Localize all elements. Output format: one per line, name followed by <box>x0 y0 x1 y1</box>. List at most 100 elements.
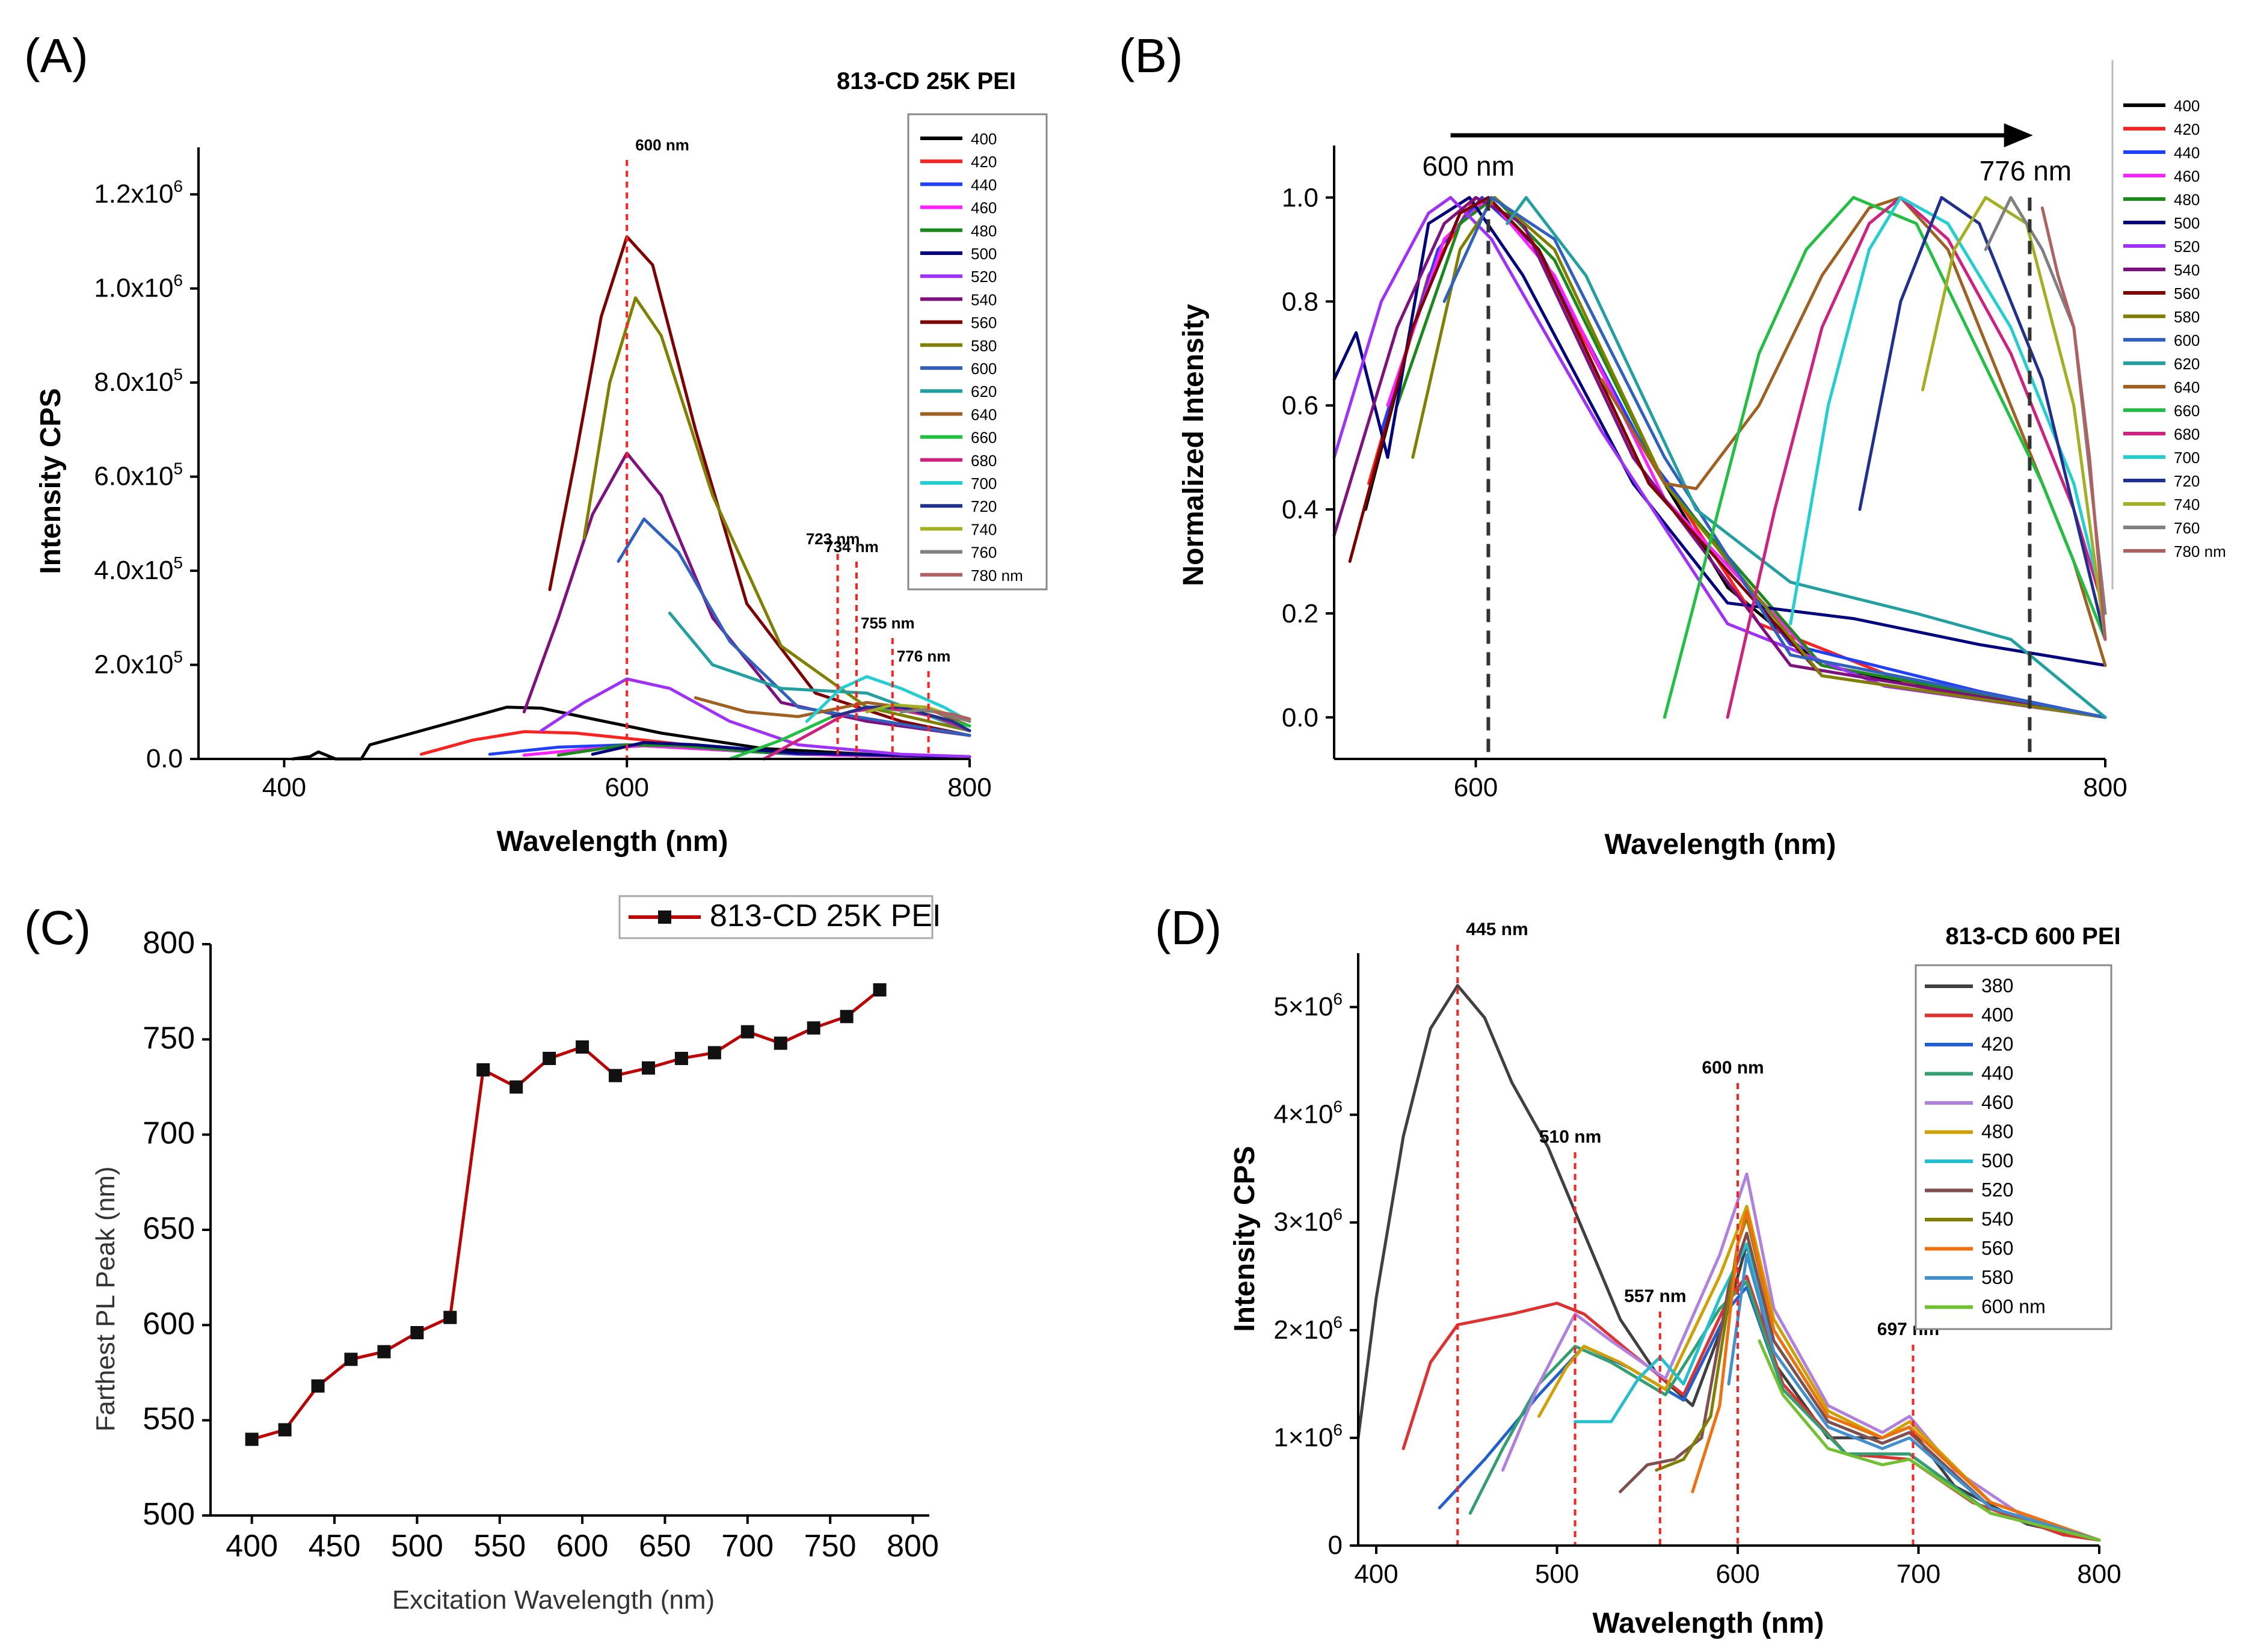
panel-a-ytick-label-base: 6.0x10 <box>94 462 173 491</box>
panel-c-ytick-label: 750 <box>143 1021 195 1055</box>
panel-b-series-500 <box>1332 195 2107 667</box>
panel-a-series-560 <box>548 235 971 737</box>
panel-d-ytick-label: 2×106 <box>1273 1313 1343 1345</box>
panel-c-marker <box>476 1063 490 1076</box>
panel-d-annotation-label: 557 nm <box>1624 1286 1686 1306</box>
panel-label-d: (D) <box>1155 901 1222 954</box>
panel-d-ytick-label-exp: 6 <box>1333 1313 1343 1331</box>
panel-b-legend-label: 440 <box>2174 144 2200 162</box>
panel-c-marker <box>576 1040 589 1054</box>
panel-a-legend-label: 400 <box>971 130 997 148</box>
panel-a-series-600 <box>617 517 971 737</box>
panel-d-legend-label: 460 <box>1981 1092 2013 1113</box>
panel-d-legend-label: 480 <box>1981 1121 2013 1143</box>
panel-d-series-560 <box>1691 1210 2101 1542</box>
panel-d-ytick-label: 1×106 <box>1273 1420 1343 1452</box>
panel-c-marker <box>410 1326 424 1339</box>
panel-a-xtick-label: 400 <box>262 773 306 802</box>
panel-b-legend-label: 520 <box>2174 238 2200 256</box>
panel-d-xtick-label: 400 <box>1354 1559 1398 1589</box>
panel-a-ytick-label: 8.0x105 <box>94 365 183 397</box>
panel-a-xtick-label: 800 <box>947 773 991 802</box>
panel-a-legend-label: 760 <box>971 544 997 562</box>
panel-b-legend-label: 500 <box>2174 214 2200 232</box>
panel-b-series-780-nm <box>2040 206 2107 641</box>
panel-d-ytick-label: 5×106 <box>1273 990 1343 1022</box>
panel-b-legend-label: 620 <box>2174 355 2200 373</box>
panel-a-annotation-label: 600 nm <box>635 136 689 154</box>
panel-b-series-600 <box>1442 195 2107 719</box>
panel-b-series-560 <box>1348 195 2107 719</box>
panel-d-legend-box <box>1915 964 2112 1330</box>
panel-label-c: (C) <box>24 901 91 954</box>
panel-a-series-520 <box>540 677 971 758</box>
panel-c-ytick-label: 500 <box>143 1497 195 1532</box>
panel-b-ytick-label: 0.6 <box>1282 391 1318 420</box>
panel-a-ytick-label: 1.2x106 <box>94 177 183 209</box>
panel-b-series-720 <box>1858 195 2107 641</box>
panel-c-marker <box>278 1423 292 1437</box>
panel-c-marker <box>609 1069 623 1082</box>
panel-a-ytick-label: 4.0x105 <box>94 553 183 585</box>
panel-d-legend-label: 420 <box>1981 1033 2013 1055</box>
panel-c-legend-label: 813-CD 25K PEI <box>710 898 941 933</box>
panel-c-xtick-label: 600 <box>556 1529 609 1564</box>
panel-a-annotation-label: 723 nm <box>806 530 860 548</box>
panel-a-legend-label: 500 <box>971 245 997 263</box>
panel-c-marker <box>443 1310 457 1324</box>
panel-a-ytick-label-base: 1.0x10 <box>94 274 173 303</box>
panel-b-ytick-label: 0.4 <box>1282 495 1318 524</box>
panel-c-xlabel: Excitation Wavelength (nm) <box>392 1585 715 1615</box>
panel-a-legend-label: 600 <box>971 360 997 378</box>
panel-b-series-620 <box>1506 195 2107 719</box>
panel-a-ytick-label-exp: 5 <box>173 553 183 572</box>
panel-d-xtick-label: 700 <box>1897 1559 1940 1589</box>
panel-a-legend-label: 560 <box>971 314 997 332</box>
panel-d-ytick-label: 4×106 <box>1273 1098 1343 1129</box>
panel-c-marker <box>377 1345 391 1359</box>
panel-c-ytick-label: 650 <box>143 1211 195 1246</box>
panel-d-ytick-label-base: 3×10 <box>1273 1208 1333 1237</box>
panel-b-legend-label: 540 <box>2174 261 2200 279</box>
panel-d-legend-label: 560 <box>1981 1238 2013 1259</box>
panel-d-annotation-label: 600 nm <box>1702 1058 1764 1078</box>
panel-d-series-480 <box>1537 1205 2101 1542</box>
panel-c-marker <box>707 1046 721 1060</box>
panel-a-legend-label: 700 <box>971 474 997 493</box>
panel-b-series-700 <box>1789 195 2107 625</box>
panel-c-marker <box>344 1353 358 1366</box>
panel-a-annotation-label: 776 nm <box>897 647 951 665</box>
panel-c-marker <box>674 1052 688 1065</box>
panel-c-marker <box>543 1052 556 1065</box>
panel-a-ytick-label-base: 0.0 <box>146 744 183 773</box>
panel-d-annotation-label: 445 nm <box>1466 920 1528 939</box>
panel-d-ytick-label-exp: 6 <box>1333 1205 1343 1224</box>
panel-a-series-580 <box>582 296 971 732</box>
panel-a-annotation-label: 734 nm <box>825 538 879 556</box>
panel-a-xlabel: Wavelength (nm) <box>497 826 728 858</box>
panel-d-ytick-label: 3×106 <box>1273 1205 1343 1237</box>
panel-a-ytick-label-exp: 6 <box>173 271 183 290</box>
panel-c-xtick-label: 700 <box>721 1529 774 1564</box>
panel-b-legend-label: 580 <box>2174 308 2200 326</box>
panel-c-marker <box>873 983 887 996</box>
panel-a-ytick-label-exp: 6 <box>173 177 183 195</box>
panel-d-legend-title: 813-CD 600 PEI <box>1945 923 2120 950</box>
panel-d-legend-label: 400 <box>1981 1004 2013 1026</box>
panel-d-legend-label: 500 <box>1981 1150 2013 1171</box>
panel-b-ylabel: Normalized Intensity <box>1178 304 1210 586</box>
panel-c-ylabel: Farthest PL Peak (nm) <box>91 1167 120 1432</box>
panel-b-xtick-label: 600 <box>1454 773 1498 802</box>
panel-b-xlabel: Wavelength (nm) <box>1605 829 1836 861</box>
panel-a-ytick-label: 1.0x106 <box>94 271 183 303</box>
panel-c-marker <box>311 1379 325 1393</box>
panel-c-xtick-label: 650 <box>639 1529 691 1564</box>
panel-a-xtick-label: 600 <box>605 773 649 802</box>
panel-b-arrow-label-end: 776 nm <box>1980 155 2072 186</box>
panel-c-ytick-label: 700 <box>143 1116 195 1151</box>
panel-a-series-400 <box>291 705 971 761</box>
panel-b-legend-label: 720 <box>2174 472 2200 490</box>
panel-b-legend-label: 640 <box>2174 378 2200 396</box>
panel-a-series-780-nm <box>934 710 971 720</box>
